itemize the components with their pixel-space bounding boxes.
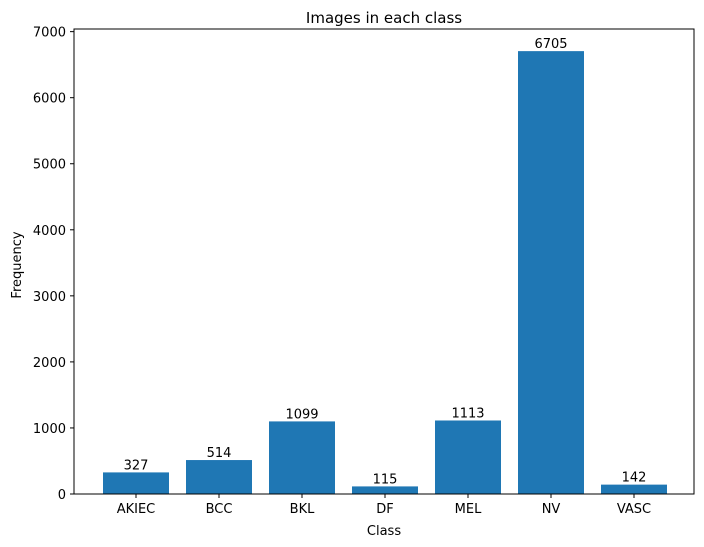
bar-value-label-mel: 1113 bbox=[451, 406, 484, 421]
bar-nv bbox=[518, 51, 584, 494]
x-tick-label-nv: NV bbox=[542, 502, 561, 517]
y-tick-label: 1000 bbox=[33, 422, 66, 437]
y-tick-label: 0 bbox=[58, 488, 66, 503]
y-tick-label: 2000 bbox=[33, 356, 66, 371]
bar-mel bbox=[435, 420, 501, 494]
bar-df bbox=[352, 486, 418, 494]
y-tick-label: 3000 bbox=[33, 290, 66, 305]
bar-value-label-akiec: 327 bbox=[124, 458, 149, 473]
x-axis-label: Class bbox=[367, 524, 401, 539]
bar-bkl bbox=[269, 421, 335, 494]
bar-akiec bbox=[103, 472, 169, 494]
y-axis-label: Frequency bbox=[10, 231, 25, 298]
x-tick-label-mel: MEL bbox=[455, 502, 482, 517]
x-axis-ticks: AKIEC BCC BKL DF MEL NV VASC bbox=[117, 494, 651, 517]
bar-value-labels: 327 514 1099 115 1113 6705 142 bbox=[124, 37, 647, 487]
bar-bcc bbox=[186, 460, 252, 494]
bar-vasc bbox=[601, 484, 667, 494]
y-tick-label: 4000 bbox=[33, 224, 66, 239]
bar-value-label-df: 115 bbox=[373, 472, 398, 487]
x-tick-label-bcc: BCC bbox=[206, 502, 233, 517]
bar-value-label-bcc: 514 bbox=[207, 446, 232, 461]
plot-frame bbox=[73, 28, 695, 495]
x-tick-label-akiec: AKIEC bbox=[117, 502, 156, 517]
bar-value-label-vasc: 142 bbox=[622, 471, 647, 486]
bar-value-label-bkl: 1099 bbox=[285, 407, 318, 422]
y-tick-label: 7000 bbox=[33, 26, 66, 41]
y-tick-label: 6000 bbox=[33, 92, 66, 107]
y-axis-ticks: 0 1000 2000 3000 4000 5000 6000 7000 bbox=[33, 26, 74, 503]
bars-group bbox=[103, 51, 667, 494]
y-tick-label: 5000 bbox=[33, 158, 66, 173]
x-tick-label-df: DF bbox=[376, 502, 394, 517]
chart-title: Images in each class bbox=[306, 9, 462, 27]
bar-value-label-nv: 6705 bbox=[534, 37, 567, 52]
x-tick-label-vasc: VASC bbox=[617, 502, 651, 517]
x-tick-label-bkl: BKL bbox=[290, 502, 315, 517]
